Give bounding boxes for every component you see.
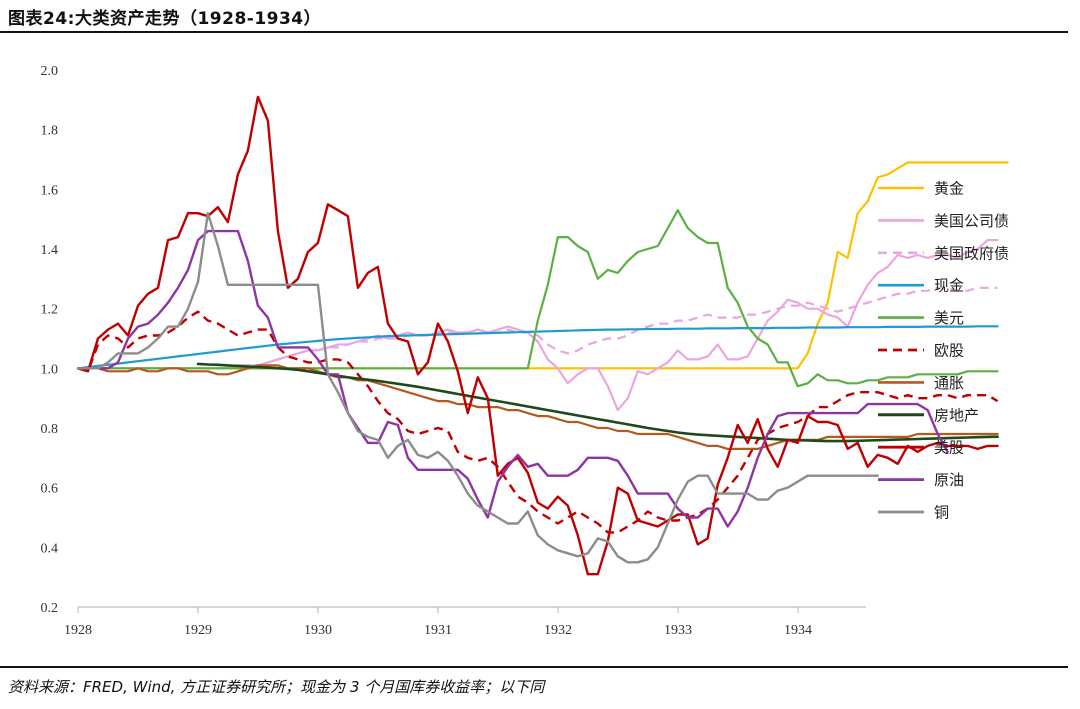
legend-label-9: 美股 bbox=[934, 439, 964, 457]
y-tick-label: 1.6 bbox=[41, 183, 59, 198]
legend-label-10: 原油 bbox=[934, 471, 964, 489]
series-line-11 bbox=[76, 212, 879, 564]
x-tick-label: 1932 bbox=[544, 623, 572, 638]
x-tick-label: 1929 bbox=[184, 623, 212, 638]
series-line-4 bbox=[76, 325, 999, 370]
legend-label-4: 现金 bbox=[934, 277, 964, 295]
chart-title: 图表24:大类资产走势（1928-1934） bbox=[8, 9, 322, 29]
chart-lines bbox=[76, 95, 1009, 576]
series-line-8 bbox=[196, 362, 999, 443]
y-tick-label: 0.8 bbox=[41, 422, 59, 437]
x-tick-label: 1934 bbox=[784, 623, 812, 638]
y-tick-label: 1.2 bbox=[41, 303, 59, 318]
series-line-7 bbox=[76, 364, 999, 450]
source-divider bbox=[0, 666, 1068, 668]
legend-label-2: 美国公司债 bbox=[934, 212, 1009, 230]
series-line-9 bbox=[76, 95, 999, 576]
y-tick-label: 1.8 bbox=[41, 124, 59, 139]
legend-label-3: 美国政府债 bbox=[934, 244, 1009, 262]
y-tick-label: 1.0 bbox=[41, 362, 59, 377]
legend-label-1: 黄金 bbox=[934, 180, 964, 198]
x-tick-label: 1930 bbox=[304, 623, 332, 638]
title-divider bbox=[0, 31, 1068, 33]
y-tick-label: 1.4 bbox=[41, 243, 59, 258]
series-line-1 bbox=[76, 161, 1009, 370]
legend-label-8: 房地产 bbox=[934, 406, 979, 424]
legend-label-5: 美元 bbox=[934, 309, 964, 327]
series-line-6 bbox=[77, 310, 999, 534]
x-tick-label: 1928 bbox=[64, 623, 92, 638]
x-tick-label: 1933 bbox=[664, 623, 692, 638]
source-note: 资料来源：FRED, Wind, 方正证券研究所；现金为 3 个月国库券收益率；… bbox=[8, 678, 545, 696]
legend-label-7: 通胀 bbox=[934, 374, 964, 392]
x-tick-label: 1931 bbox=[424, 623, 452, 638]
series-line-10 bbox=[76, 229, 949, 528]
y-tick-label: 0.2 bbox=[41, 601, 59, 616]
y-tick-label: 2.0 bbox=[41, 64, 59, 79]
line-chart: 0.2 0.4 0.6 0.8 1.0 1.2 1.4 1.6 1.8 2.0 1928 1929 19… bbox=[41, 64, 1010, 638]
legend-label-11: 铜 bbox=[934, 504, 949, 522]
y-tick-label: 0.4 bbox=[41, 541, 59, 556]
legend-label-6: 欧股 bbox=[934, 342, 964, 360]
chart-axes: 0.2 0.4 0.6 0.8 1.0 1.2 1.4 1.6 1.8 2.0 1928 1929 19… bbox=[41, 64, 866, 638]
series-line-5 bbox=[76, 209, 999, 388]
y-tick-label: 0.6 bbox=[41, 482, 59, 497]
